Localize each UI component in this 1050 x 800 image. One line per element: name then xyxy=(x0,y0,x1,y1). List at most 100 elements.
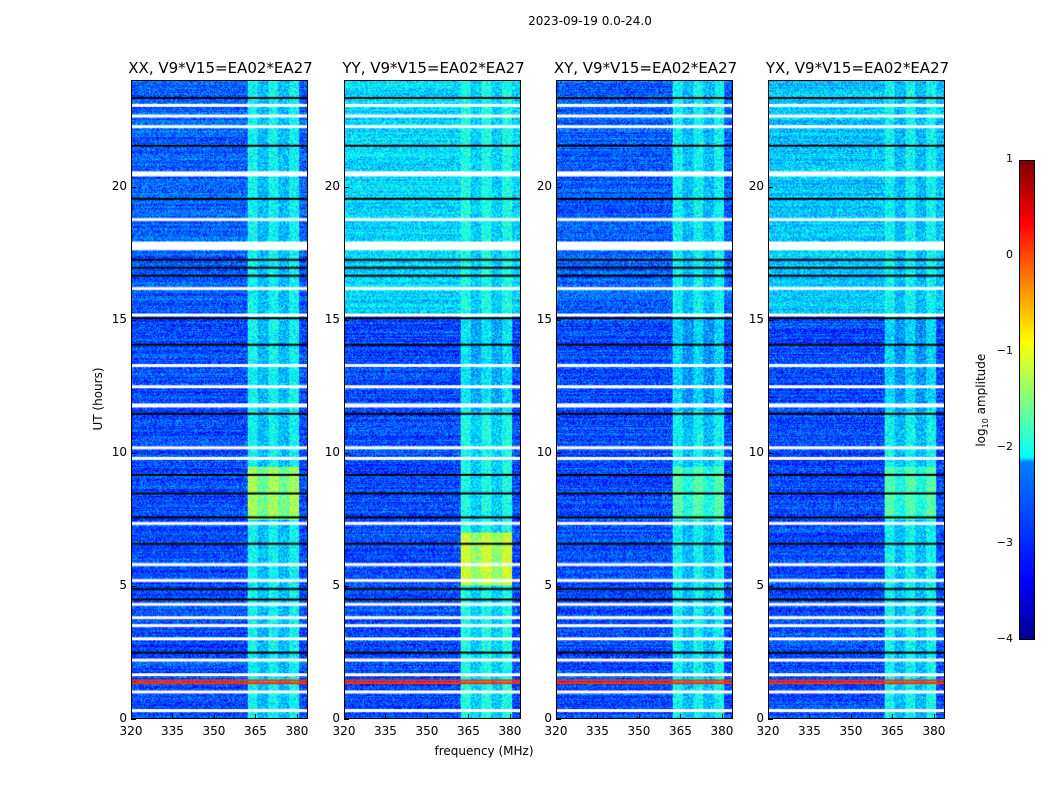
x-tick-mark xyxy=(556,714,557,719)
x-tick-label: 320 xyxy=(119,724,143,738)
y-axis-label: UT (hours) xyxy=(91,367,105,431)
panel-title: XY, V9*V15=EA02*EA27 xyxy=(553,59,738,77)
colorbar-tick-label: 0 xyxy=(1006,248,1013,261)
heatmap-image xyxy=(769,81,944,718)
x-tick-label: 335 xyxy=(798,724,821,738)
x-tick-mark xyxy=(850,714,852,719)
y-tick-mark xyxy=(556,186,561,188)
x-tick-mark xyxy=(213,714,215,719)
x-tick-mark xyxy=(468,714,470,719)
y-tick-label: 0 xyxy=(756,711,764,725)
colorbar-label-sub: 10 xyxy=(981,418,991,429)
x-tick-label: 335 xyxy=(586,724,609,738)
x-tick-label: 365 xyxy=(881,724,904,738)
panel-title: YY, V9*V15=EA02*EA27 xyxy=(342,59,525,77)
y-tick-label: 20 xyxy=(536,178,552,193)
colorbar-tick-label: −2 xyxy=(996,440,1013,453)
y-tick-mark xyxy=(131,186,136,188)
y-tick-mark xyxy=(131,319,136,321)
x-tick-label: 350 xyxy=(202,724,226,738)
x-tick-mark xyxy=(809,714,811,719)
heatmap-panel: YY, V9*V15=EA02*EA27 xyxy=(342,59,525,719)
x-tick-mark xyxy=(385,714,387,719)
x-axis-label: frequency (MHz) xyxy=(434,744,534,758)
x-tick-label: 380 xyxy=(498,724,522,738)
x-tick-mark xyxy=(768,714,769,719)
y-tick-label: 20 xyxy=(748,178,764,193)
y-tick-label: 10 xyxy=(536,444,552,459)
heatmap-panel: YX, V9*V15=EA02*EA27 xyxy=(766,59,949,719)
y-tick-label: 0 xyxy=(119,711,127,725)
heatmap-panel: XY, V9*V15=EA02*EA27 xyxy=(554,59,737,719)
heatmap-image xyxy=(132,81,307,718)
y-tick-mark xyxy=(556,319,561,321)
x-tick-mark xyxy=(933,714,935,719)
x-tick-label: 365 xyxy=(457,724,480,738)
y-tick-mark xyxy=(131,719,136,720)
y-tick-label: 15 xyxy=(748,311,764,326)
x-tick-mark xyxy=(172,714,174,719)
x-tick-label: 335 xyxy=(161,724,184,738)
x-tick-mark xyxy=(638,714,640,719)
x-tick-mark xyxy=(597,714,599,719)
x-tick-mark xyxy=(344,714,345,719)
y-tick-label: 15 xyxy=(111,311,127,326)
colorbar-tick-label: −4 xyxy=(996,632,1013,645)
y-tick-mark xyxy=(131,585,136,587)
y-tick-mark xyxy=(556,452,561,454)
y-tick-mark xyxy=(344,585,349,587)
y-tick-mark xyxy=(768,719,773,720)
x-tick-mark xyxy=(892,714,894,719)
colorbar-tick-label: 1 xyxy=(1006,152,1013,165)
x-tick-label: 335 xyxy=(374,724,397,738)
x-tick-label: 350 xyxy=(415,724,439,738)
y-tick-mark xyxy=(768,585,773,587)
y-tick-label: 10 xyxy=(111,444,127,459)
colorbar-tick-label: −1 xyxy=(996,344,1013,357)
y-tick-mark xyxy=(344,186,349,188)
x-tick-label: 380 xyxy=(285,724,309,738)
x-tick-label: 380 xyxy=(710,724,734,738)
x-tick-label: 320 xyxy=(332,724,356,738)
x-tick-label: 380 xyxy=(922,724,946,738)
x-tick-mark xyxy=(131,714,132,719)
heatmap-image xyxy=(345,81,520,718)
y-tick-label: 0 xyxy=(332,711,340,725)
x-tick-mark xyxy=(296,714,298,719)
panel-title: YX, V9*V15=EA02*EA27 xyxy=(765,59,950,77)
x-tick-mark xyxy=(426,714,428,719)
y-tick-mark xyxy=(768,186,773,188)
y-tick-label: 20 xyxy=(111,178,127,193)
y-tick-mark xyxy=(344,719,349,720)
y-tick-label: 5 xyxy=(756,577,764,592)
x-tick-label: 320 xyxy=(544,724,568,738)
x-tick-label: 350 xyxy=(839,724,863,738)
y-tick-mark xyxy=(344,452,349,454)
heatmap-image xyxy=(557,81,732,718)
y-tick-label: 10 xyxy=(324,444,340,459)
y-tick-mark xyxy=(556,585,561,587)
y-tick-mark xyxy=(131,452,136,454)
y-tick-mark xyxy=(556,719,561,720)
y-tick-label: 5 xyxy=(119,577,127,592)
y-tick-label: 10 xyxy=(748,444,764,459)
x-tick-mark xyxy=(255,714,257,719)
x-tick-mark xyxy=(509,714,511,719)
y-tick-label: 5 xyxy=(332,577,340,592)
x-tick-label: 365 xyxy=(244,724,267,738)
x-tick-mark xyxy=(721,714,723,719)
colorbar xyxy=(1019,160,1035,640)
heatmap-panel: XX, V9*V15=EA02*EA27 xyxy=(128,59,313,719)
y-tick-mark xyxy=(344,319,349,321)
x-tick-label: 365 xyxy=(669,724,692,738)
y-tick-mark xyxy=(768,319,773,321)
y-tick-label: 0 xyxy=(544,711,552,725)
x-tick-label: 320 xyxy=(756,724,780,738)
y-tick-label: 5 xyxy=(544,577,552,592)
y-tick-label: 15 xyxy=(536,311,552,326)
figure-title: 2023-09-19 0.0-24.0 xyxy=(528,14,652,28)
y-tick-mark xyxy=(768,452,773,454)
y-tick-label: 20 xyxy=(324,178,340,193)
y-tick-label: 15 xyxy=(324,311,340,326)
